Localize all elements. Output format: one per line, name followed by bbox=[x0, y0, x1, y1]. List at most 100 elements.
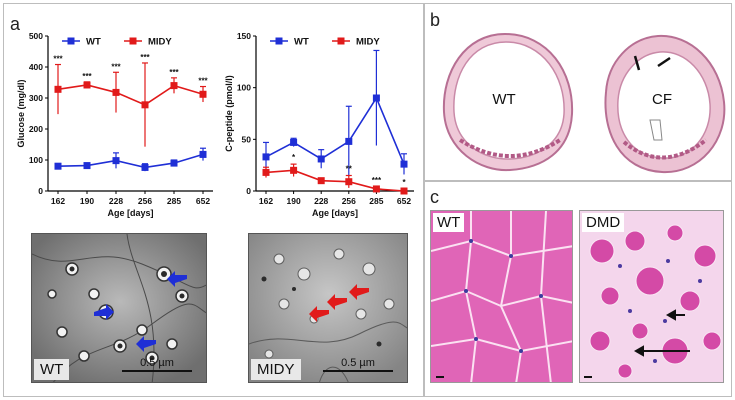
data-point-midy bbox=[290, 166, 298, 174]
x-tick-label: 285 bbox=[167, 196, 181, 206]
legend-label-midy: MIDY bbox=[148, 37, 172, 48]
c-peptide-chart: 0 50 100 150 162 190 228 256 285 652 Age [days] C-p… bbox=[224, 31, 414, 218]
data-point-wt bbox=[400, 160, 408, 168]
y-axis-label: C-peptide (pmol/l) bbox=[224, 75, 234, 152]
significance-mark: * bbox=[402, 178, 406, 187]
y-axis-label: Glucose (mg/dl) bbox=[16, 79, 26, 147]
glucose-chart: 0 100 200 300 400 500 162 190 228 256 285 652 Age [d… bbox=[16, 31, 213, 218]
series-line-midy bbox=[265, 169, 405, 192]
data-point-midy bbox=[400, 187, 408, 195]
data-point-midy bbox=[317, 177, 325, 185]
em-scalebar-midy: 0.5 µm bbox=[323, 357, 393, 372]
data-point-midy bbox=[372, 185, 380, 193]
y-tick-label: 150 bbox=[237, 31, 251, 41]
trachea-cf bbox=[604, 34, 726, 174]
panel-c-letter: c bbox=[430, 187, 439, 207]
em-texture-midy bbox=[249, 234, 407, 382]
significance-mark: *** bbox=[53, 55, 63, 64]
data-point-wt bbox=[345, 137, 353, 145]
data-point-wt bbox=[112, 157, 120, 165]
em-label-midy: MIDY bbox=[251, 359, 301, 380]
histology-label-dmd: DMD bbox=[582, 213, 625, 232]
em-scale-text-wt: 0.5 µm bbox=[140, 357, 174, 369]
em-arrow-red bbox=[327, 294, 347, 310]
x-tick-label: 162 bbox=[259, 196, 273, 206]
histology-texture-dmd bbox=[580, 211, 723, 382]
significance-mark: *** bbox=[140, 53, 150, 62]
histology-wt: WT bbox=[430, 210, 573, 383]
x-tick-label: 162 bbox=[51, 196, 65, 206]
x-tick-label: 256 bbox=[138, 196, 152, 206]
data-point-midy bbox=[112, 88, 120, 96]
legend-marker-midy bbox=[337, 37, 345, 45]
x-tick-label: 652 bbox=[196, 196, 210, 206]
panel-b-letter: b bbox=[430, 10, 441, 30]
legend-label-midy: MIDY bbox=[356, 37, 380, 48]
y-tick-label: 0 bbox=[38, 186, 43, 196]
panel-a-letter: a bbox=[10, 14, 21, 34]
data-point-wt bbox=[54, 162, 62, 170]
x-tick-label: 652 bbox=[397, 196, 411, 206]
significance-mark: * bbox=[292, 153, 296, 162]
data-point-midy bbox=[83, 81, 91, 89]
data-point-midy bbox=[262, 168, 270, 176]
x-tick-label: 190 bbox=[287, 196, 301, 206]
trachea-label-cf: CF bbox=[652, 91, 672, 108]
legend-label-wt: WT bbox=[294, 37, 309, 48]
legend-label-wt: WT bbox=[86, 37, 101, 48]
significance-mark: *** bbox=[82, 72, 92, 81]
x-tick-label: 190 bbox=[80, 196, 94, 206]
x-tick-label: 256 bbox=[342, 196, 356, 206]
y-tick-label: 200 bbox=[29, 124, 43, 134]
panel-b-frame bbox=[424, 3, 732, 181]
series-line-midy bbox=[57, 84, 204, 106]
y-tick-label: 400 bbox=[29, 62, 43, 72]
em-label-wt: WT bbox=[34, 359, 70, 380]
em-arrow-blue bbox=[94, 304, 114, 320]
data-point-midy bbox=[345, 178, 353, 186]
data-point-wt bbox=[262, 153, 270, 161]
significance-mark: ** bbox=[346, 165, 353, 174]
histology-label-wt: WT bbox=[433, 213, 465, 232]
series-line-wt bbox=[57, 153, 204, 169]
em-scale-text-midy: 0.5 µm bbox=[341, 357, 375, 369]
data-point-wt bbox=[83, 162, 91, 170]
significance-mark: *** bbox=[169, 68, 179, 77]
panel-a-frame bbox=[3, 3, 424, 397]
em-scalebar-wt: 0.5 µm bbox=[122, 357, 192, 372]
data-point-wt bbox=[317, 155, 325, 163]
y-tick-label: 300 bbox=[29, 93, 43, 103]
y-tick-label: 100 bbox=[237, 83, 251, 93]
em-image-wt: WT 0.5 µm bbox=[31, 233, 207, 383]
histology-dmd: DMD bbox=[579, 210, 724, 383]
em-arrow-blue bbox=[136, 336, 156, 352]
trachea-sections: WT CF bbox=[442, 32, 726, 174]
x-axis-label: Age [days] bbox=[312, 208, 358, 218]
trachea-label-wt: WT bbox=[492, 91, 515, 108]
panel-c-frame bbox=[424, 181, 732, 397]
data-point-wt bbox=[290, 138, 298, 146]
histology-texture-wt bbox=[431, 211, 572, 382]
data-point-wt bbox=[170, 159, 178, 167]
series-line-wt bbox=[265, 96, 405, 165]
em-arrow-red bbox=[309, 306, 329, 322]
y-tick-label: 500 bbox=[29, 31, 43, 41]
data-point-midy bbox=[199, 90, 207, 98]
legend-marker-wt bbox=[275, 37, 283, 45]
em-scale-line-midy bbox=[323, 370, 393, 372]
em-arrow-red bbox=[349, 284, 369, 300]
trachea-wt bbox=[442, 32, 574, 172]
legend-marker-wt bbox=[67, 37, 75, 45]
y-tick-label: 0 bbox=[246, 186, 251, 196]
y-tick-label: 100 bbox=[29, 155, 43, 165]
legend-marker-midy bbox=[129, 37, 137, 45]
x-axis-label: Age [days] bbox=[107, 208, 153, 218]
x-tick-label: 285 bbox=[369, 196, 383, 206]
data-point-wt bbox=[372, 94, 380, 102]
data-point-midy bbox=[54, 85, 62, 93]
data-point-midy bbox=[141, 101, 149, 109]
data-point-midy bbox=[170, 82, 178, 90]
x-tick-label: 228 bbox=[109, 196, 123, 206]
significance-mark: *** bbox=[111, 62, 121, 71]
em-arrow-blue bbox=[167, 271, 187, 287]
